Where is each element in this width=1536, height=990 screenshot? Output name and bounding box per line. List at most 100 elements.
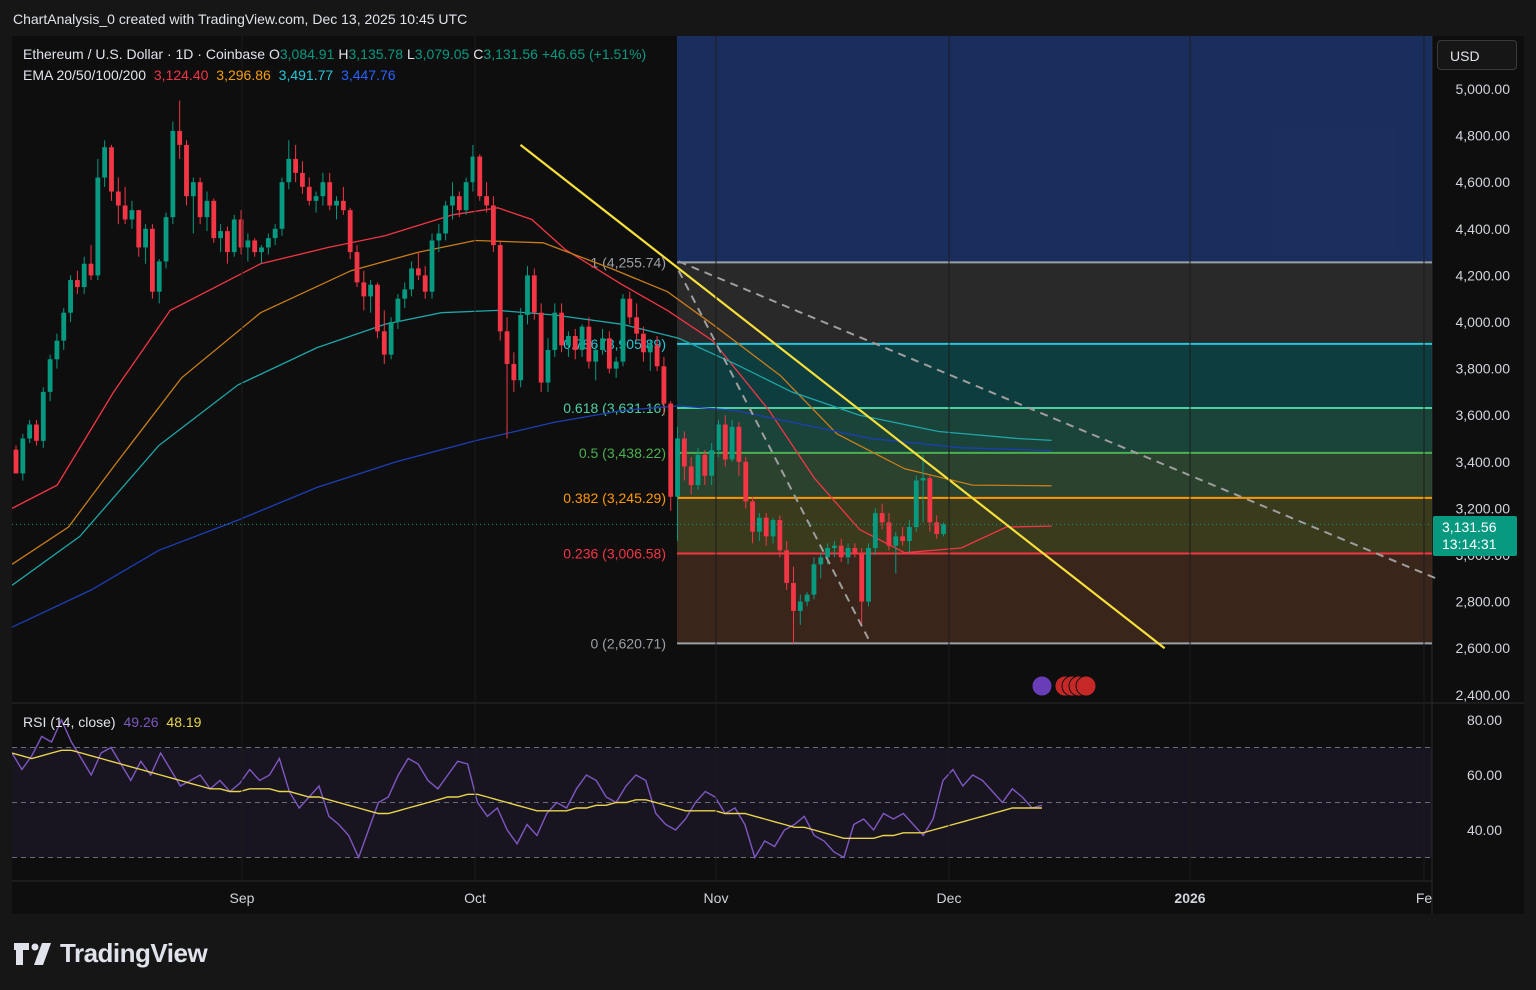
candle-body <box>450 196 455 206</box>
ema200-value: 3,447.76 <box>341 67 396 83</box>
candle-body <box>552 312 558 350</box>
candle-body <box>770 520 776 537</box>
candle-body <box>477 156 483 197</box>
rsi-legend[interactable]: RSI (14, close) 49.26 48.19 <box>23 714 205 730</box>
price-tick-label: 5,000.00 <box>1456 81 1511 97</box>
us-flag-event-icon[interactable] <box>1075 675 1097 697</box>
candle-body <box>20 438 26 474</box>
candle-body <box>231 219 237 253</box>
time-tick-label: Fe <box>1416 890 1433 906</box>
time-tick-label: 2026 <box>1174 890 1205 906</box>
candle-body <box>852 548 858 553</box>
ema200-line <box>12 405 1052 628</box>
candle-body <box>184 144 189 197</box>
rsi-ma-value: 48.19 <box>166 714 202 730</box>
rsi-ma-line <box>12 749 1042 839</box>
fib-zone <box>677 553 1432 644</box>
candle-body <box>825 548 830 558</box>
currency-button[interactable]: USD <box>1437 40 1517 70</box>
candle-body <box>143 228 148 248</box>
candle-body <box>641 333 646 353</box>
candle-body <box>484 196 489 206</box>
candle-body <box>375 284 380 332</box>
candle-body <box>893 536 899 546</box>
candle-body <box>313 196 319 201</box>
candle-body <box>900 536 905 542</box>
fib-extension-zone <box>677 36 1432 263</box>
price-tick-label: 4,400.00 <box>1456 221 1511 237</box>
candle-body <box>218 231 223 239</box>
candle-body <box>688 466 694 486</box>
candle-body <box>40 391 46 441</box>
chart-svg[interactable]: 1 (4,255.74)0.786 (3,905.89)0.618 (3,631… <box>12 36 1524 914</box>
candle-body <box>470 156 476 183</box>
candle-body <box>586 326 592 362</box>
candle-body <box>334 200 339 206</box>
candle-body <box>456 196 462 211</box>
fib-level-label: 0 (2,620.71) <box>591 635 667 651</box>
candle-body <box>95 177 101 276</box>
symbol-label[interactable]: Ethereum / U.S. Dollar · 1D · Coinbase <box>23 46 265 62</box>
trendline[interactable] <box>678 260 1437 580</box>
candle-body <box>763 517 769 537</box>
candle-body <box>647 345 653 353</box>
candle-body <box>354 252 360 283</box>
open-label: O <box>268 46 280 62</box>
fib-level-label: 0.5 (3,438.22) <box>579 445 666 461</box>
price-tick-label: 3,600.00 <box>1456 407 1511 423</box>
candle-body <box>572 335 578 350</box>
trendline[interactable] <box>519 144 1166 650</box>
fib-level-label: 0.382 (3,245.29) <box>563 490 666 506</box>
close-label: C <box>473 46 484 62</box>
ema-label: EMA 20/50/100/200 <box>23 67 146 83</box>
candle-body <box>259 247 264 253</box>
rsi-tick-label: 80.00 <box>1467 712 1502 728</box>
candle-body <box>675 438 680 497</box>
fib-zone <box>677 407 1432 453</box>
candle-body <box>129 210 135 220</box>
candle-body <box>886 522 892 546</box>
candle-body <box>347 210 353 253</box>
price-tick-label: 3,400.00 <box>1456 454 1511 470</box>
fib-zone <box>677 343 1432 408</box>
brand-name: TradingView <box>60 938 208 968</box>
candle-body <box>811 564 817 595</box>
price-tick-label: 2,600.00 <box>1456 640 1511 656</box>
candle-body <box>518 315 524 381</box>
high-value: 3,135.78 <box>348 46 404 62</box>
tradingview-logo-icon <box>14 942 51 965</box>
candle-body <box>306 186 312 201</box>
candle-body <box>238 219 244 248</box>
candle-body <box>756 517 762 532</box>
candle-body <box>381 331 387 355</box>
candle-body <box>211 200 217 239</box>
ema50-value: 3,296.86 <box>216 67 271 83</box>
candle-body <box>197 182 203 218</box>
candle-body <box>300 172 305 187</box>
candle-body <box>927 478 933 523</box>
high-label: H <box>338 46 349 62</box>
candle-body <box>634 317 640 334</box>
change-value: +46.65 (+1.51%) <box>541 46 647 62</box>
fib-level-label: 1 (4,255.74) <box>591 254 667 270</box>
fib-level-label: 0.236 (3,006.58) <box>563 545 666 561</box>
candle-body <box>156 261 162 292</box>
candle-body <box>661 366 667 404</box>
candle-body <box>838 545 844 558</box>
candle-body <box>504 331 510 364</box>
candle-body <box>668 403 674 497</box>
candle-body <box>859 552 865 602</box>
candle-body <box>340 200 346 211</box>
candle-body <box>361 282 367 297</box>
tradingview-logo[interactable]: TradingView <box>14 938 208 969</box>
candle-body <box>818 557 824 565</box>
ema-legend[interactable]: EMA 20/50/100/200 3,124.40 3,296.86 3,49… <box>23 67 400 83</box>
candle-body <box>777 520 783 551</box>
fib-zone <box>677 497 1432 554</box>
candle-body <box>941 524 946 535</box>
chart-area[interactable]: 1 (4,255.74) 0.786 (3,905.89) 0.618 (3,631… <box>12 36 1524 914</box>
last-price-badge: 3,131.56 13:14:31 <box>1433 516 1517 556</box>
footer: TradingView <box>0 914 1536 990</box>
price-tick-label: 4,600.00 <box>1456 174 1511 190</box>
lightning-event-icon[interactable] <box>1031 675 1053 697</box>
